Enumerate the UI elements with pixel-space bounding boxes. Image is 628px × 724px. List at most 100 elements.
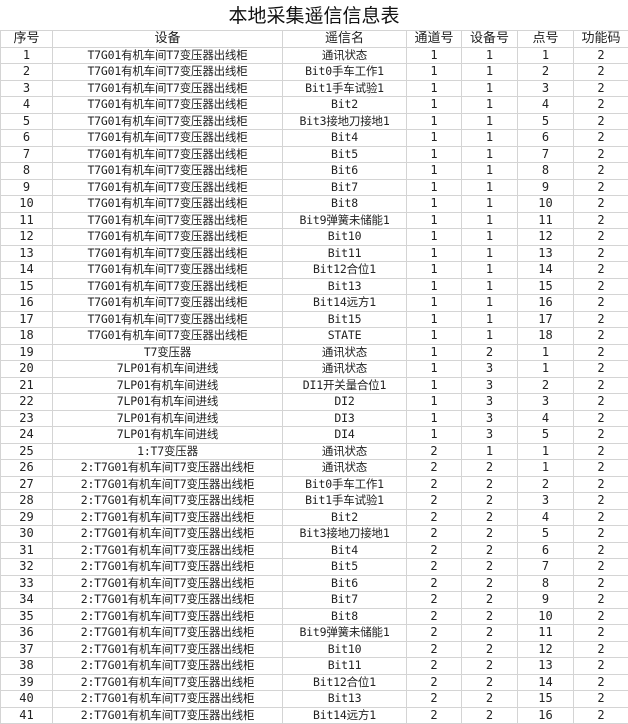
cell-device[interactable]: T7G01有机车间T7变压器出线柜	[53, 245, 283, 262]
cell-index[interactable]: 36	[1, 625, 53, 642]
cell-device-no[interactable]: 1	[462, 443, 518, 460]
cell-device[interactable]: 2:T7G01有机车间T7变压器出线柜	[53, 658, 283, 675]
cell-device[interactable]: 2:T7G01有机车间T7变压器出线柜	[53, 674, 283, 691]
cell-index[interactable]: 25	[1, 443, 53, 460]
cell-point[interactable]: 12	[518, 229, 574, 246]
cell-signal-name[interactable]: DI2	[283, 394, 407, 411]
cell-index[interactable]: 30	[1, 526, 53, 543]
cell-index[interactable]: 12	[1, 229, 53, 246]
cell-channel[interactable]: 2	[407, 476, 462, 493]
cell-point[interactable]: 1	[518, 443, 574, 460]
cell-function-code[interactable]: 2	[574, 163, 628, 180]
cell-channel[interactable]: 1	[407, 64, 462, 81]
cell-index[interactable]: 9	[1, 179, 53, 196]
cell-device[interactable]: T7G01有机车间T7变压器出线柜	[53, 113, 283, 130]
cell-point[interactable]: 14	[518, 674, 574, 691]
cell-index[interactable]: 35	[1, 608, 53, 625]
cell-index[interactable]: 3	[1, 80, 53, 97]
cell-point[interactable]: 10	[518, 196, 574, 213]
cell-index[interactable]: 1	[1, 47, 53, 64]
cell-index[interactable]: 13	[1, 245, 53, 262]
cell-channel[interactable]: 2	[407, 625, 462, 642]
cell-device[interactable]: T7G01有机车间T7变压器出线柜	[53, 146, 283, 163]
cell-device[interactable]: T7G01有机车间T7变压器出线柜	[53, 278, 283, 295]
cell-device-no[interactable]: 2	[462, 493, 518, 510]
cell-signal-name[interactable]: Bit11	[283, 658, 407, 675]
cell-device[interactable]: T7G01有机车间T7变压器出线柜	[53, 212, 283, 229]
cell-signal-name[interactable]: Bit8	[283, 196, 407, 213]
cell-device[interactable]: 2:T7G01有机车间T7变压器出线柜	[53, 691, 283, 708]
cell-channel[interactable]: 2	[407, 641, 462, 658]
cell-index[interactable]: 10	[1, 196, 53, 213]
cell-index[interactable]: 7	[1, 146, 53, 163]
cell-index[interactable]: 24	[1, 427, 53, 444]
cell-device-no[interactable]: 1	[462, 328, 518, 345]
cell-point[interactable]: 2	[518, 377, 574, 394]
cell-index[interactable]: 15	[1, 278, 53, 295]
cell-channel[interactable]: 2	[407, 658, 462, 675]
cell-function-code[interactable]: 2	[574, 707, 628, 724]
cell-index[interactable]: 39	[1, 674, 53, 691]
cell-channel[interactable]: 1	[407, 130, 462, 147]
cell-point[interactable]: 4	[518, 97, 574, 114]
cell-device-no[interactable]: 1	[462, 179, 518, 196]
cell-signal-name[interactable]: Bit4	[283, 542, 407, 559]
cell-device[interactable]: T7变压器	[53, 344, 283, 361]
cell-point[interactable]: 6	[518, 542, 574, 559]
cell-channel[interactable]: 1	[407, 179, 462, 196]
cell-signal-name[interactable]: Bit1手车试验1	[283, 80, 407, 97]
cell-index[interactable]: 8	[1, 163, 53, 180]
cell-device-no[interactable]: 2	[462, 542, 518, 559]
cell-function-code[interactable]: 2	[574, 410, 628, 427]
cell-point[interactable]: 3	[518, 493, 574, 510]
cell-function-code[interactable]: 2	[574, 691, 628, 708]
cell-function-code[interactable]: 2	[574, 361, 628, 378]
cell-index[interactable]: 2	[1, 64, 53, 81]
cell-signal-name[interactable]: Bit6	[283, 163, 407, 180]
cell-device-no[interactable]: 1	[462, 113, 518, 130]
cell-device[interactable]: 2:T7G01有机车间T7变压器出线柜	[53, 509, 283, 526]
cell-signal-name[interactable]: DI4	[283, 427, 407, 444]
cell-point[interactable]: 13	[518, 658, 574, 675]
cell-index[interactable]: 26	[1, 460, 53, 477]
cell-channel[interactable]: 2	[407, 526, 462, 543]
cell-device-no[interactable]: 1	[462, 163, 518, 180]
cell-device[interactable]: T7G01有机车间T7变压器出线柜	[53, 262, 283, 279]
cell-device-no[interactable]: 1	[462, 311, 518, 328]
cell-device-no[interactable]: 2	[462, 592, 518, 609]
cell-function-code[interactable]: 2	[574, 641, 628, 658]
cell-function-code[interactable]: 2	[574, 196, 628, 213]
cell-index[interactable]: 21	[1, 377, 53, 394]
cell-signal-name[interactable]: Bit10	[283, 641, 407, 658]
cell-channel[interactable]: 1	[407, 427, 462, 444]
cell-point[interactable]: 16	[518, 295, 574, 312]
cell-channel[interactable]: 2	[407, 493, 462, 510]
cell-function-code[interactable]: 2	[574, 47, 628, 64]
cell-index[interactable]: 34	[1, 592, 53, 609]
cell-point[interactable]: 5	[518, 427, 574, 444]
cell-index[interactable]: 32	[1, 559, 53, 576]
cell-device[interactable]: 7LP01有机车间进线	[53, 427, 283, 444]
cell-function-code[interactable]: 2	[574, 344, 628, 361]
cell-index[interactable]: 4	[1, 97, 53, 114]
cell-device-no[interactable]: 1	[462, 130, 518, 147]
cell-signal-name[interactable]: Bit13	[283, 278, 407, 295]
cell-function-code[interactable]: 2	[574, 245, 628, 262]
cell-signal-name[interactable]: Bit3接地刀接地1	[283, 526, 407, 543]
cell-signal-name[interactable]: DI1开关量合位1	[283, 377, 407, 394]
cell-point[interactable]: 5	[518, 526, 574, 543]
cell-point[interactable]: 5	[518, 113, 574, 130]
cell-device-no[interactable]: 1	[462, 64, 518, 81]
cell-channel[interactable]: 1	[407, 113, 462, 130]
cell-index[interactable]: 38	[1, 658, 53, 675]
cell-device[interactable]: 2:T7G01有机车间T7变压器出线柜	[53, 575, 283, 592]
cell-index[interactable]: 6	[1, 130, 53, 147]
cell-point[interactable]: 12	[518, 641, 574, 658]
cell-point[interactable]: 10	[518, 608, 574, 625]
cell-signal-name[interactable]: Bit9弹簧未储能1	[283, 212, 407, 229]
cell-channel[interactable]: 1	[407, 278, 462, 295]
cell-device-no[interactable]: 3	[462, 394, 518, 411]
cell-signal-name[interactable]: Bit3接地刀接地1	[283, 113, 407, 130]
cell-point[interactable]: 9	[518, 592, 574, 609]
cell-device[interactable]: T7G01有机车间T7变压器出线柜	[53, 130, 283, 147]
